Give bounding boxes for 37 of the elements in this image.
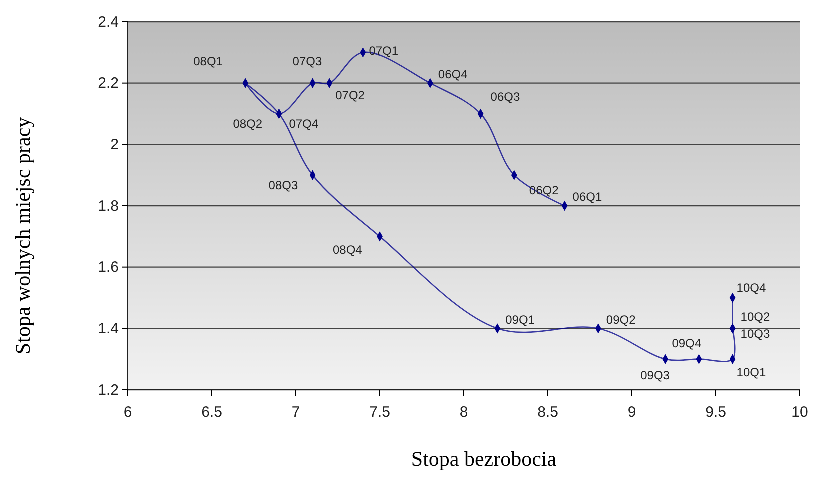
y-tick-label: 1.6 bbox=[98, 259, 119, 276]
x-tick-label: 6 bbox=[124, 404, 132, 421]
annotation: 09Q2 bbox=[606, 312, 636, 327]
annotation: 07Q4 bbox=[289, 117, 319, 132]
annotation: 09Q3 bbox=[640, 368, 670, 383]
annotation: 09Q4 bbox=[672, 336, 702, 351]
annotation: 08Q3 bbox=[268, 178, 298, 193]
annotation: 09Q1 bbox=[506, 312, 536, 327]
x-tick-label: 7.5 bbox=[370, 404, 390, 421]
x-tick-label: 8 bbox=[460, 404, 468, 421]
annotation: 10Q2 bbox=[740, 310, 770, 324]
y-axis-title: Stopa wolnych miejsc pracy bbox=[11, 116, 35, 355]
y-tick-label: 1.4 bbox=[98, 320, 119, 338]
annotation: 10Q4 bbox=[736, 281, 766, 296]
annotation: 08Q4 bbox=[333, 242, 363, 257]
annotation: 10Q1 bbox=[736, 366, 766, 380]
y-tick-label: 2 bbox=[110, 136, 119, 154]
annotation: 06Q1 bbox=[572, 190, 602, 204]
x-tick-label: 6.5 bbox=[202, 404, 222, 421]
x-tick-label: 10 bbox=[792, 404, 808, 421]
annotation: 07Q1 bbox=[369, 44, 399, 58]
annotation: 06Q3 bbox=[490, 90, 520, 104]
annotation: 08Q2 bbox=[233, 117, 263, 132]
x-tick-label: 9.5 bbox=[706, 404, 726, 421]
y-tick-label: 2.2 bbox=[98, 75, 119, 92]
y-tick-label: 2.4 bbox=[98, 14, 119, 31]
annotation: 06Q4 bbox=[438, 68, 468, 82]
x-tick-label: 9 bbox=[628, 404, 636, 421]
annotation: 10Q3 bbox=[740, 326, 770, 341]
x-tick-label: 7 bbox=[292, 404, 300, 421]
y-tick-label: 1.8 bbox=[98, 198, 119, 215]
y-tick-label: 1.2 bbox=[98, 382, 119, 399]
annotation: 08Q1 bbox=[194, 54, 224, 69]
annotation: 07Q2 bbox=[336, 88, 366, 103]
x-tick-label: 8.5 bbox=[538, 404, 558, 421]
annotation: 07Q3 bbox=[292, 54, 322, 69]
x-axis-title: Stopa bezrobocia bbox=[411, 447, 558, 471]
